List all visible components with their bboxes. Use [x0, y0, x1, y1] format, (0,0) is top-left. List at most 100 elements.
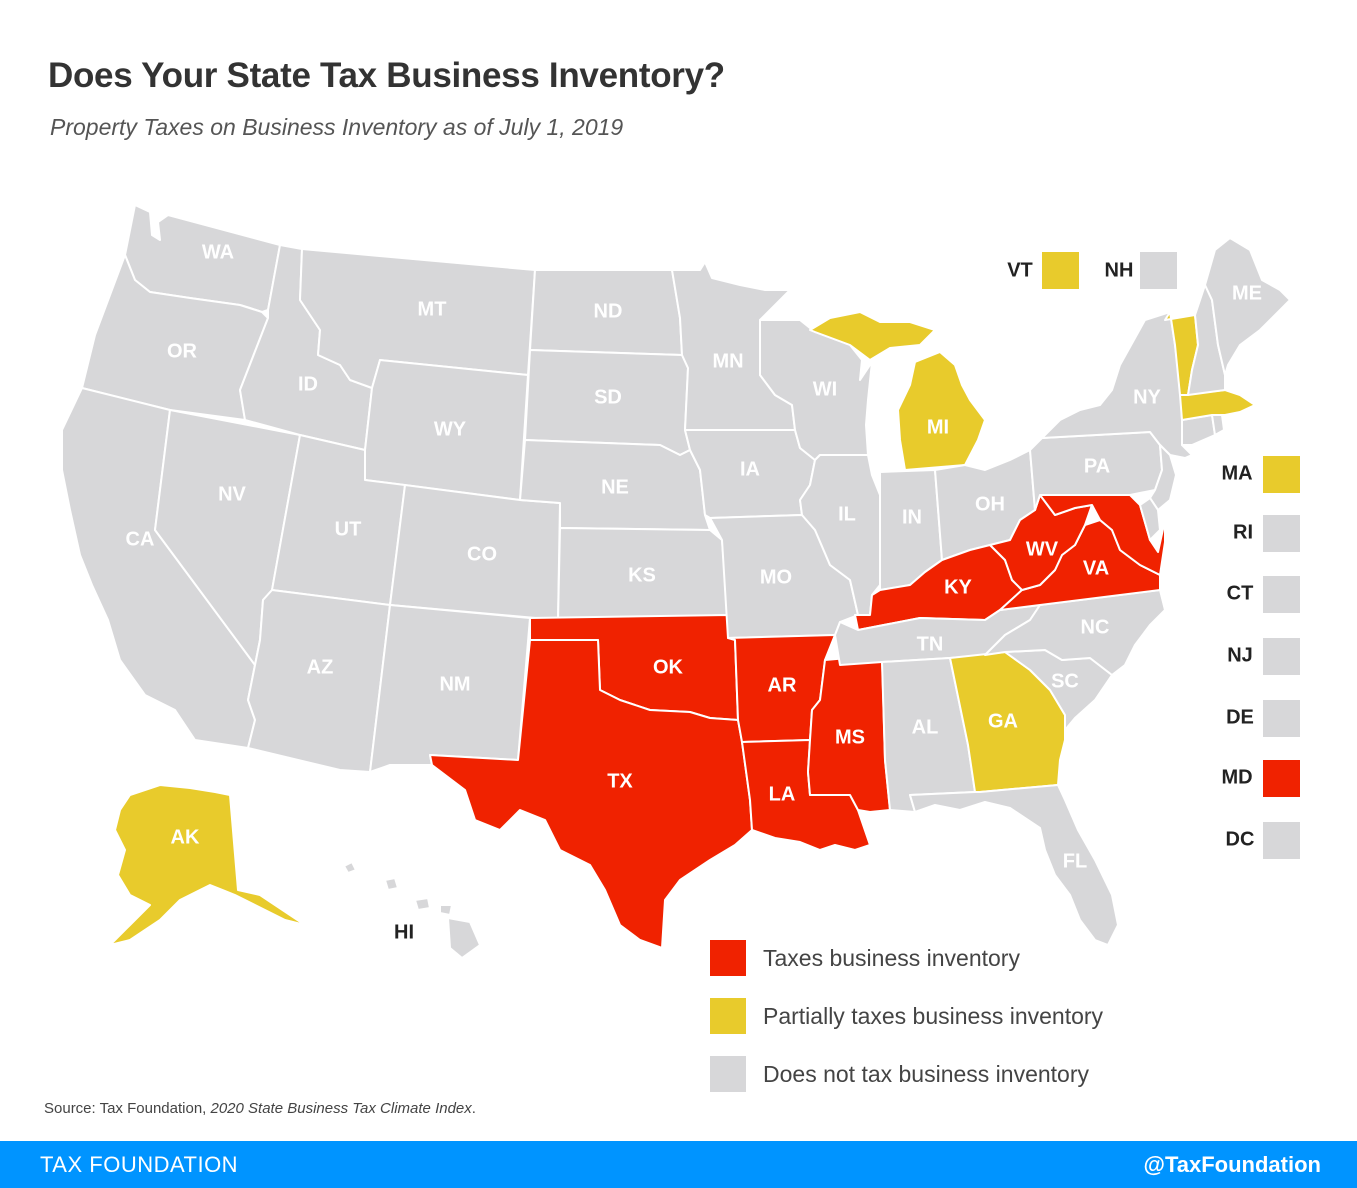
state-TX[interactable]: TX — [429, 639, 753, 949]
state-label-CO: CO — [467, 543, 497, 565]
state-RI[interactable] — [1211, 414, 1225, 436]
footer-bar: TAX FOUNDATION @TaxFoundation — [0, 1141, 1357, 1188]
state-label-MA: MA — [1221, 462, 1252, 484]
callout-CT[interactable]: CT — [1227, 576, 1300, 613]
state-label-TN: TN — [917, 633, 944, 655]
state-label-WV: WV — [1026, 538, 1059, 560]
callout-VT[interactable]: VT — [1007, 252, 1079, 289]
state-label-VT: VT — [1007, 259, 1033, 281]
state-label-MD: MD — [1221, 766, 1252, 788]
state-label-UT: UT — [335, 518, 362, 540]
state-label-IN: IN — [902, 506, 922, 528]
state-IA[interactable]: IA — [684, 429, 816, 519]
state-label-NM: NM — [439, 673, 470, 695]
callout-MD[interactable]: MD — [1221, 760, 1300, 797]
source-suffix: . — [471, 1100, 476, 1117]
state-label-MO: MO — [760, 566, 792, 588]
state-label-MT: MT — [418, 298, 447, 320]
legend-label-partial: Partially taxes business inventory — [763, 1002, 1104, 1029]
state-label-OR: OR — [167, 340, 198, 362]
state-NM[interactable]: NM — [369, 604, 531, 773]
state-AZ[interactable]: AZ — [247, 589, 391, 773]
legend-swatch-taxes — [710, 940, 746, 976]
state-CO[interactable]: CO — [389, 484, 561, 621]
state-label-NC: NC — [1081, 616, 1110, 638]
legend-item-partial: Partially taxes business inventory — [710, 998, 1103, 1034]
state-label-AZ: AZ — [307, 656, 334, 678]
state-SD[interactable]: SD — [524, 349, 691, 456]
state-label-LA: LA — [769, 783, 796, 805]
legend-label-none: Does not tax business inventory — [763, 1060, 1090, 1087]
source-prefix: Source: Tax Foundation, — [44, 1100, 211, 1117]
source-publication: 2020 State Business Tax Climate Index — [210, 1100, 472, 1117]
legend-swatch-partial — [710, 998, 746, 1034]
state-label-AK: AK — [171, 826, 200, 848]
footer-brand: TAX FOUNDATION — [40, 1152, 239, 1177]
state-ME[interactable]: ME — [1204, 237, 1291, 376]
state-label-KY: KY — [944, 576, 972, 598]
state-label-KS: KS — [628, 564, 656, 586]
state-label-MN: MN — [712, 350, 743, 372]
state-label-WA: WA — [202, 241, 234, 263]
state-label-RI: RI — [1233, 521, 1253, 543]
state-label-FL: FL — [1063, 850, 1087, 872]
state-WV[interactable]: WV — [989, 494, 1093, 591]
state-label-WY: WY — [434, 418, 467, 440]
state-label-WI: WI — [813, 378, 837, 400]
state-label-OK: OK — [653, 656, 684, 678]
callout-NH[interactable]: NH — [1105, 252, 1177, 289]
state-label-AL: AL — [912, 716, 939, 738]
legend-item-taxes: Taxes business inventory — [710, 940, 1103, 976]
state-label-NV: NV — [218, 483, 246, 505]
state-label-DE: DE — [1226, 706, 1254, 728]
state-label-HI: HI — [394, 921, 414, 943]
callout-NJ[interactable]: NJ — [1227, 638, 1300, 675]
state-label-NJ: NJ — [1227, 644, 1253, 666]
state-HI[interactable]: HI — [343, 861, 481, 959]
state-label-CA: CA — [126, 528, 155, 550]
state-label-TX: TX — [607, 770, 633, 792]
callout-MA[interactable]: MA — [1221, 456, 1300, 493]
state-label-IA: IA — [740, 458, 760, 480]
state-MA[interactable] — [1179, 389, 1256, 421]
state-AK[interactable]: AK — [109, 784, 306, 946]
state-label-GA: GA — [988, 710, 1018, 732]
state-WY[interactable]: WY — [364, 359, 529, 501]
state-MI[interactable]: MI — [809, 311, 986, 471]
state-label-SD: SD — [594, 386, 622, 408]
callout-DC[interactable]: DC — [1226, 822, 1300, 859]
state-WA[interactable]: WA — [124, 204, 281, 313]
source-note: Source: Tax Foundation, 2020 State Busin… — [44, 1100, 476, 1117]
state-label-VA: VA — [1083, 557, 1109, 579]
state-label-IL: IL — [838, 503, 856, 525]
state-label-PA: PA — [1084, 455, 1110, 477]
state-DE[interactable] — [1139, 497, 1161, 541]
footer-handle[interactable]: @TaxFoundation — [1143, 1152, 1321, 1177]
state-label-CT: CT — [1227, 582, 1254, 604]
state-label-OH: OH — [975, 493, 1005, 515]
state-ND[interactable]: ND — [529, 269, 683, 356]
callout-DE[interactable]: DE — [1226, 700, 1300, 737]
state-label-MS: MS — [835, 726, 865, 748]
state-label-SC: SC — [1051, 670, 1079, 692]
state-label-ME: ME — [1232, 282, 1262, 304]
legend: Taxes business inventory Partially taxes… — [710, 940, 1103, 1114]
state-OR[interactable]: OR — [81, 254, 269, 421]
state-label-ID: ID — [298, 373, 318, 395]
legend-item-none: Does not tax business inventory — [710, 1056, 1103, 1092]
state-label-MI: MI — [927, 416, 949, 438]
callout-RI[interactable]: RI — [1233, 515, 1300, 552]
legend-swatch-none — [710, 1056, 746, 1092]
state-label-ND: ND — [594, 300, 623, 322]
state-label-NY: NY — [1133, 386, 1161, 408]
state-label-DC: DC — [1226, 828, 1255, 850]
state-FL[interactable]: FL — [909, 784, 1119, 946]
state-label-NE: NE — [601, 476, 629, 498]
state-IL[interactable]: IL — [799, 454, 881, 616]
state-label-AR: AR — [768, 674, 797, 696]
map-subtitle: Property Taxes on Business Inventory as … — [50, 114, 624, 140]
state-NE[interactable]: NE — [519, 439, 711, 531]
map-title: Does Your State Tax Business Inventory? — [48, 56, 725, 95]
state-KS[interactable]: KS — [557, 527, 729, 621]
state-label-NH: NH — [1105, 259, 1134, 281]
